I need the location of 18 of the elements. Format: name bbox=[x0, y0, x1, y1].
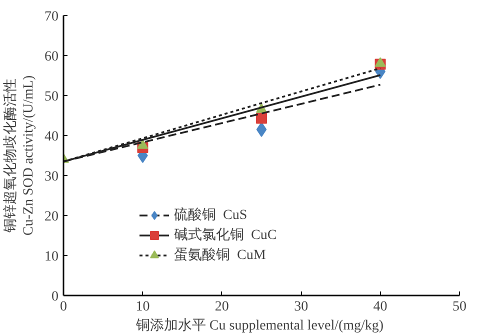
legend-label: 蛋氨酸铜 CuM bbox=[174, 246, 266, 264]
y-tick-label: 60 bbox=[44, 50, 58, 64]
x-tick-label: 30 bbox=[294, 300, 308, 314]
y-tick-label: 10 bbox=[44, 250, 58, 264]
y-tick-label: 40 bbox=[44, 130, 58, 144]
y-tick-label: 50 bbox=[44, 90, 58, 104]
legend-label: 硫酸铜 CuS bbox=[174, 206, 248, 224]
x-tick-label: 10 bbox=[136, 300, 150, 314]
y-tick-label: 0 bbox=[52, 290, 58, 304]
y-axis-title: 铜锌超氧化物歧化酶活性 Cu-Zn SOD activity/(U/mL) bbox=[2, 75, 36, 236]
x-tick-label: 50 bbox=[452, 300, 466, 314]
x-tick-label: 20 bbox=[214, 300, 229, 314]
y-tick-label: 20 bbox=[44, 210, 58, 224]
y-tick-label: 30 bbox=[44, 170, 58, 184]
x-axis-title: 铜添加水平 Cu supplemental level/(mg/kg) bbox=[134, 318, 384, 334]
y-tick-label: 70 bbox=[44, 10, 58, 24]
legend-label: 碱式氯化铜 CuC bbox=[174, 226, 277, 244]
x-tick-label: 40 bbox=[373, 300, 388, 314]
